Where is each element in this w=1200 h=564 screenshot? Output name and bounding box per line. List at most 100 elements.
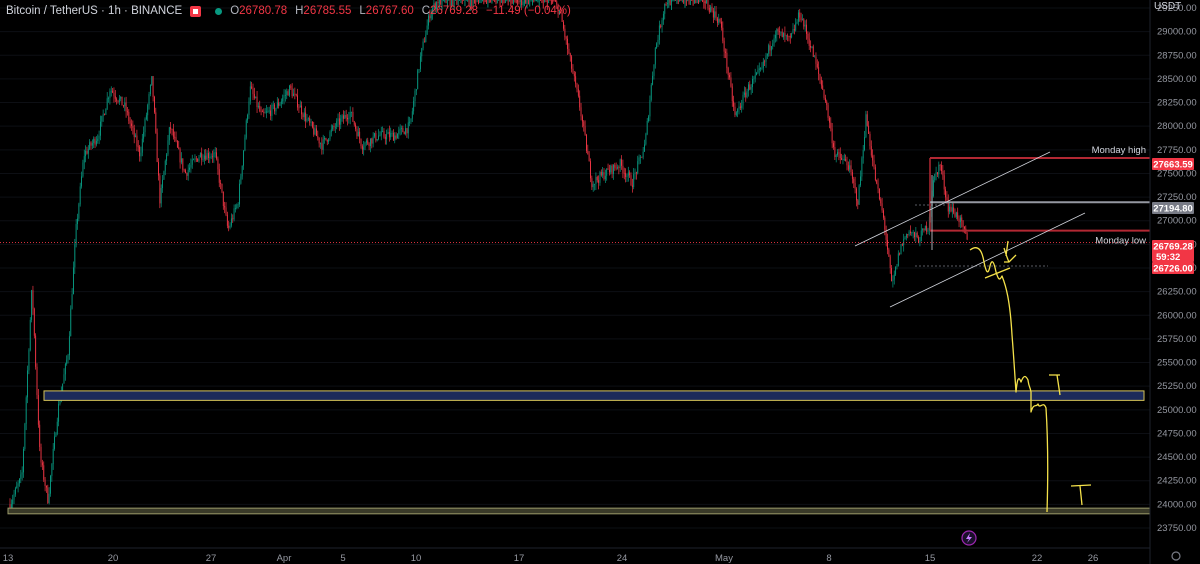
candle-body (573, 73, 575, 77)
candle-body (935, 172, 937, 174)
candle-body (846, 161, 848, 166)
candle-body (233, 208, 235, 220)
candle-body (171, 129, 173, 131)
candle-body (760, 68, 762, 69)
candle-body (136, 135, 138, 147)
candle-body (766, 53, 768, 56)
candle-body (688, 0, 690, 5)
candle-body (557, 4, 559, 15)
candle-body (905, 234, 907, 238)
candle-body (98, 135, 100, 139)
candle-body (810, 45, 811, 48)
candle-body (896, 265, 898, 267)
x-tick-label: May (715, 553, 733, 564)
candle-body (59, 401, 61, 404)
candle-body (179, 149, 181, 163)
candle-body (271, 105, 273, 116)
candle-body (630, 175, 632, 186)
candle-body (893, 274, 895, 280)
candle-body (812, 46, 814, 57)
candle-body (310, 121, 312, 123)
candle-body (129, 120, 131, 124)
candle-body (530, 0, 532, 2)
candle-body (320, 143, 321, 145)
candle-body (833, 143, 834, 148)
time-axis[interactable]: 13 20 27 Apr 5 10 17 24 May 8 15 22 26 (3, 553, 1099, 564)
candle-body (613, 164, 614, 174)
candle-body (216, 152, 217, 159)
candle-body (50, 475, 51, 494)
candle-body (800, 17, 802, 21)
candle-body (185, 170, 186, 174)
candle-body (598, 180, 600, 183)
y-tick-label: 25000.00 (1157, 405, 1197, 416)
candle-body (117, 100, 119, 102)
candle-body (116, 98, 118, 101)
candle-body (370, 138, 371, 147)
candle-body (382, 131, 384, 132)
candle-body (124, 102, 126, 107)
candle-body (244, 137, 246, 151)
candle-body (240, 176, 242, 184)
candle-body (455, 0, 456, 1)
candle-body (110, 90, 112, 92)
candle-body (758, 68, 760, 71)
candle-body (114, 96, 116, 99)
price-tag-value: 27194.80 (1153, 204, 1193, 215)
symbol-title[interactable]: Bitcoin / TetherUS · 1h · BINANCE (6, 5, 183, 17)
candle-body (907, 234, 909, 235)
candle-body (325, 137, 327, 140)
candle-body (673, 0, 675, 2)
candle-body (73, 267, 74, 295)
x-tick-label: 5 (340, 553, 345, 564)
candle-body (225, 207, 227, 215)
candle-body (351, 111, 352, 113)
candle-body (291, 88, 293, 97)
candle-body (533, 0, 535, 3)
candle-body (36, 366, 38, 396)
candle-body (403, 131, 405, 135)
candle-body (865, 114, 867, 138)
arrow-mark (1003, 240, 1017, 263)
candle-body (702, 0, 703, 3)
candle-body (513, 0, 514, 5)
candle-body (268, 110, 270, 112)
candle-body (604, 175, 606, 180)
candle-body (356, 128, 358, 137)
candle-body (148, 94, 150, 106)
candle-body (958, 218, 960, 223)
candle-body (518, 1, 520, 3)
candle-body (87, 148, 89, 154)
candle-body (274, 104, 276, 112)
candle-body (221, 183, 223, 192)
candle-body (10, 504, 12, 510)
candle-body (437, 1, 439, 3)
candle-body (749, 84, 751, 90)
candle-body (646, 121, 648, 135)
flag-icon[interactable] (190, 5, 202, 17)
candle-body (316, 128, 317, 137)
candle-body (750, 87, 752, 90)
candle-body (588, 154, 590, 162)
candle-body (448, 0, 450, 1)
candle-body (572, 68, 574, 74)
candle-body (467, 0, 469, 2)
candle-body (941, 165, 942, 172)
price-axis[interactable]: 29250.00 29000.00 28750.00 28500.00 28250.00… (1149, 0, 1197, 564)
candle-body (498, 0, 500, 2)
candle-body (162, 179, 163, 189)
candle-body (793, 28, 795, 31)
candle-body (726, 52, 728, 69)
candle-body (947, 199, 949, 212)
candle-body (563, 21, 564, 29)
candle-body (602, 172, 604, 176)
candle-body (266, 111, 267, 113)
candle-body (777, 29, 779, 32)
candle-body (500, 0, 502, 3)
candle-body (380, 131, 382, 136)
candle-body (486, 0, 487, 4)
candle-body (823, 89, 825, 98)
currency-selector[interactable]: USDT (1154, 1, 1182, 12)
candle-body (70, 308, 72, 337)
